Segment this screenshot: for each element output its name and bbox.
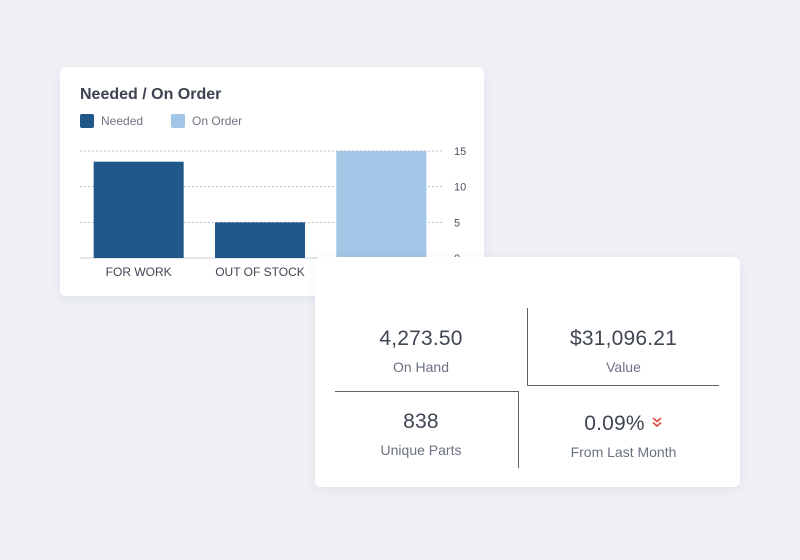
divider-horizontal-right (527, 385, 719, 386)
divider-horizontal-left (335, 391, 519, 392)
chart-legend: Needed On Order (80, 114, 242, 128)
unique-parts-label: Unique Parts (380, 442, 462, 458)
on-hand-label: On Hand (392, 359, 450, 375)
y-tick-label: 15 (454, 146, 466, 158)
divider-vertical-bottom (518, 391, 519, 468)
monthly-change-row: 0.09% (527, 410, 720, 436)
y-tick-label: 5 (454, 217, 460, 229)
divider-vertical-top (527, 308, 528, 385)
monthly-change-label: From Last Month (570, 444, 677, 460)
inventory-value: $31,096.21 (569, 327, 678, 350)
x-tick-label: FOR WORK (106, 265, 172, 279)
double-chevron-down-icon (651, 410, 663, 434)
legend-swatch-on-order (171, 114, 186, 128)
stat-unique-parts: 838 Unique Parts (335, 410, 507, 458)
bar-on-order (336, 151, 427, 258)
x-tick-label: OUT OF STOCK (215, 265, 305, 279)
inventory-value-label: Value (606, 359, 641, 375)
stat-monthly-change: 0.09% From Last Month (527, 410, 720, 460)
stat-value: $31,096.21 Value (527, 327, 720, 375)
y-tick-label: 10 (454, 182, 466, 194)
monthly-change-value: 0.09% (584, 412, 645, 435)
legend-item-on-order[interactable]: On Order (171, 114, 242, 128)
legend-label-needed: Needed (101, 114, 144, 128)
on-hand-value: 4,273.50 (379, 327, 463, 350)
legend-label-on-order: On Order (192, 114, 243, 128)
legend-item-needed[interactable]: Needed (80, 114, 143, 128)
needed-on-order-card: Needed / On Order Needed On Order 151050… (60, 67, 484, 296)
bar-needed (93, 161, 184, 258)
chart-title: Needed / On Order (80, 86, 222, 103)
inventory-stats-card: 4,273.50 On Hand $31,096.21 Value 838 Un… (315, 257, 740, 487)
unique-parts-value: 838 (403, 410, 439, 433)
bar-needed (215, 222, 305, 258)
stat-on-hand: 4,273.50 On Hand (335, 327, 507, 375)
legend-swatch-needed (80, 114, 94, 128)
